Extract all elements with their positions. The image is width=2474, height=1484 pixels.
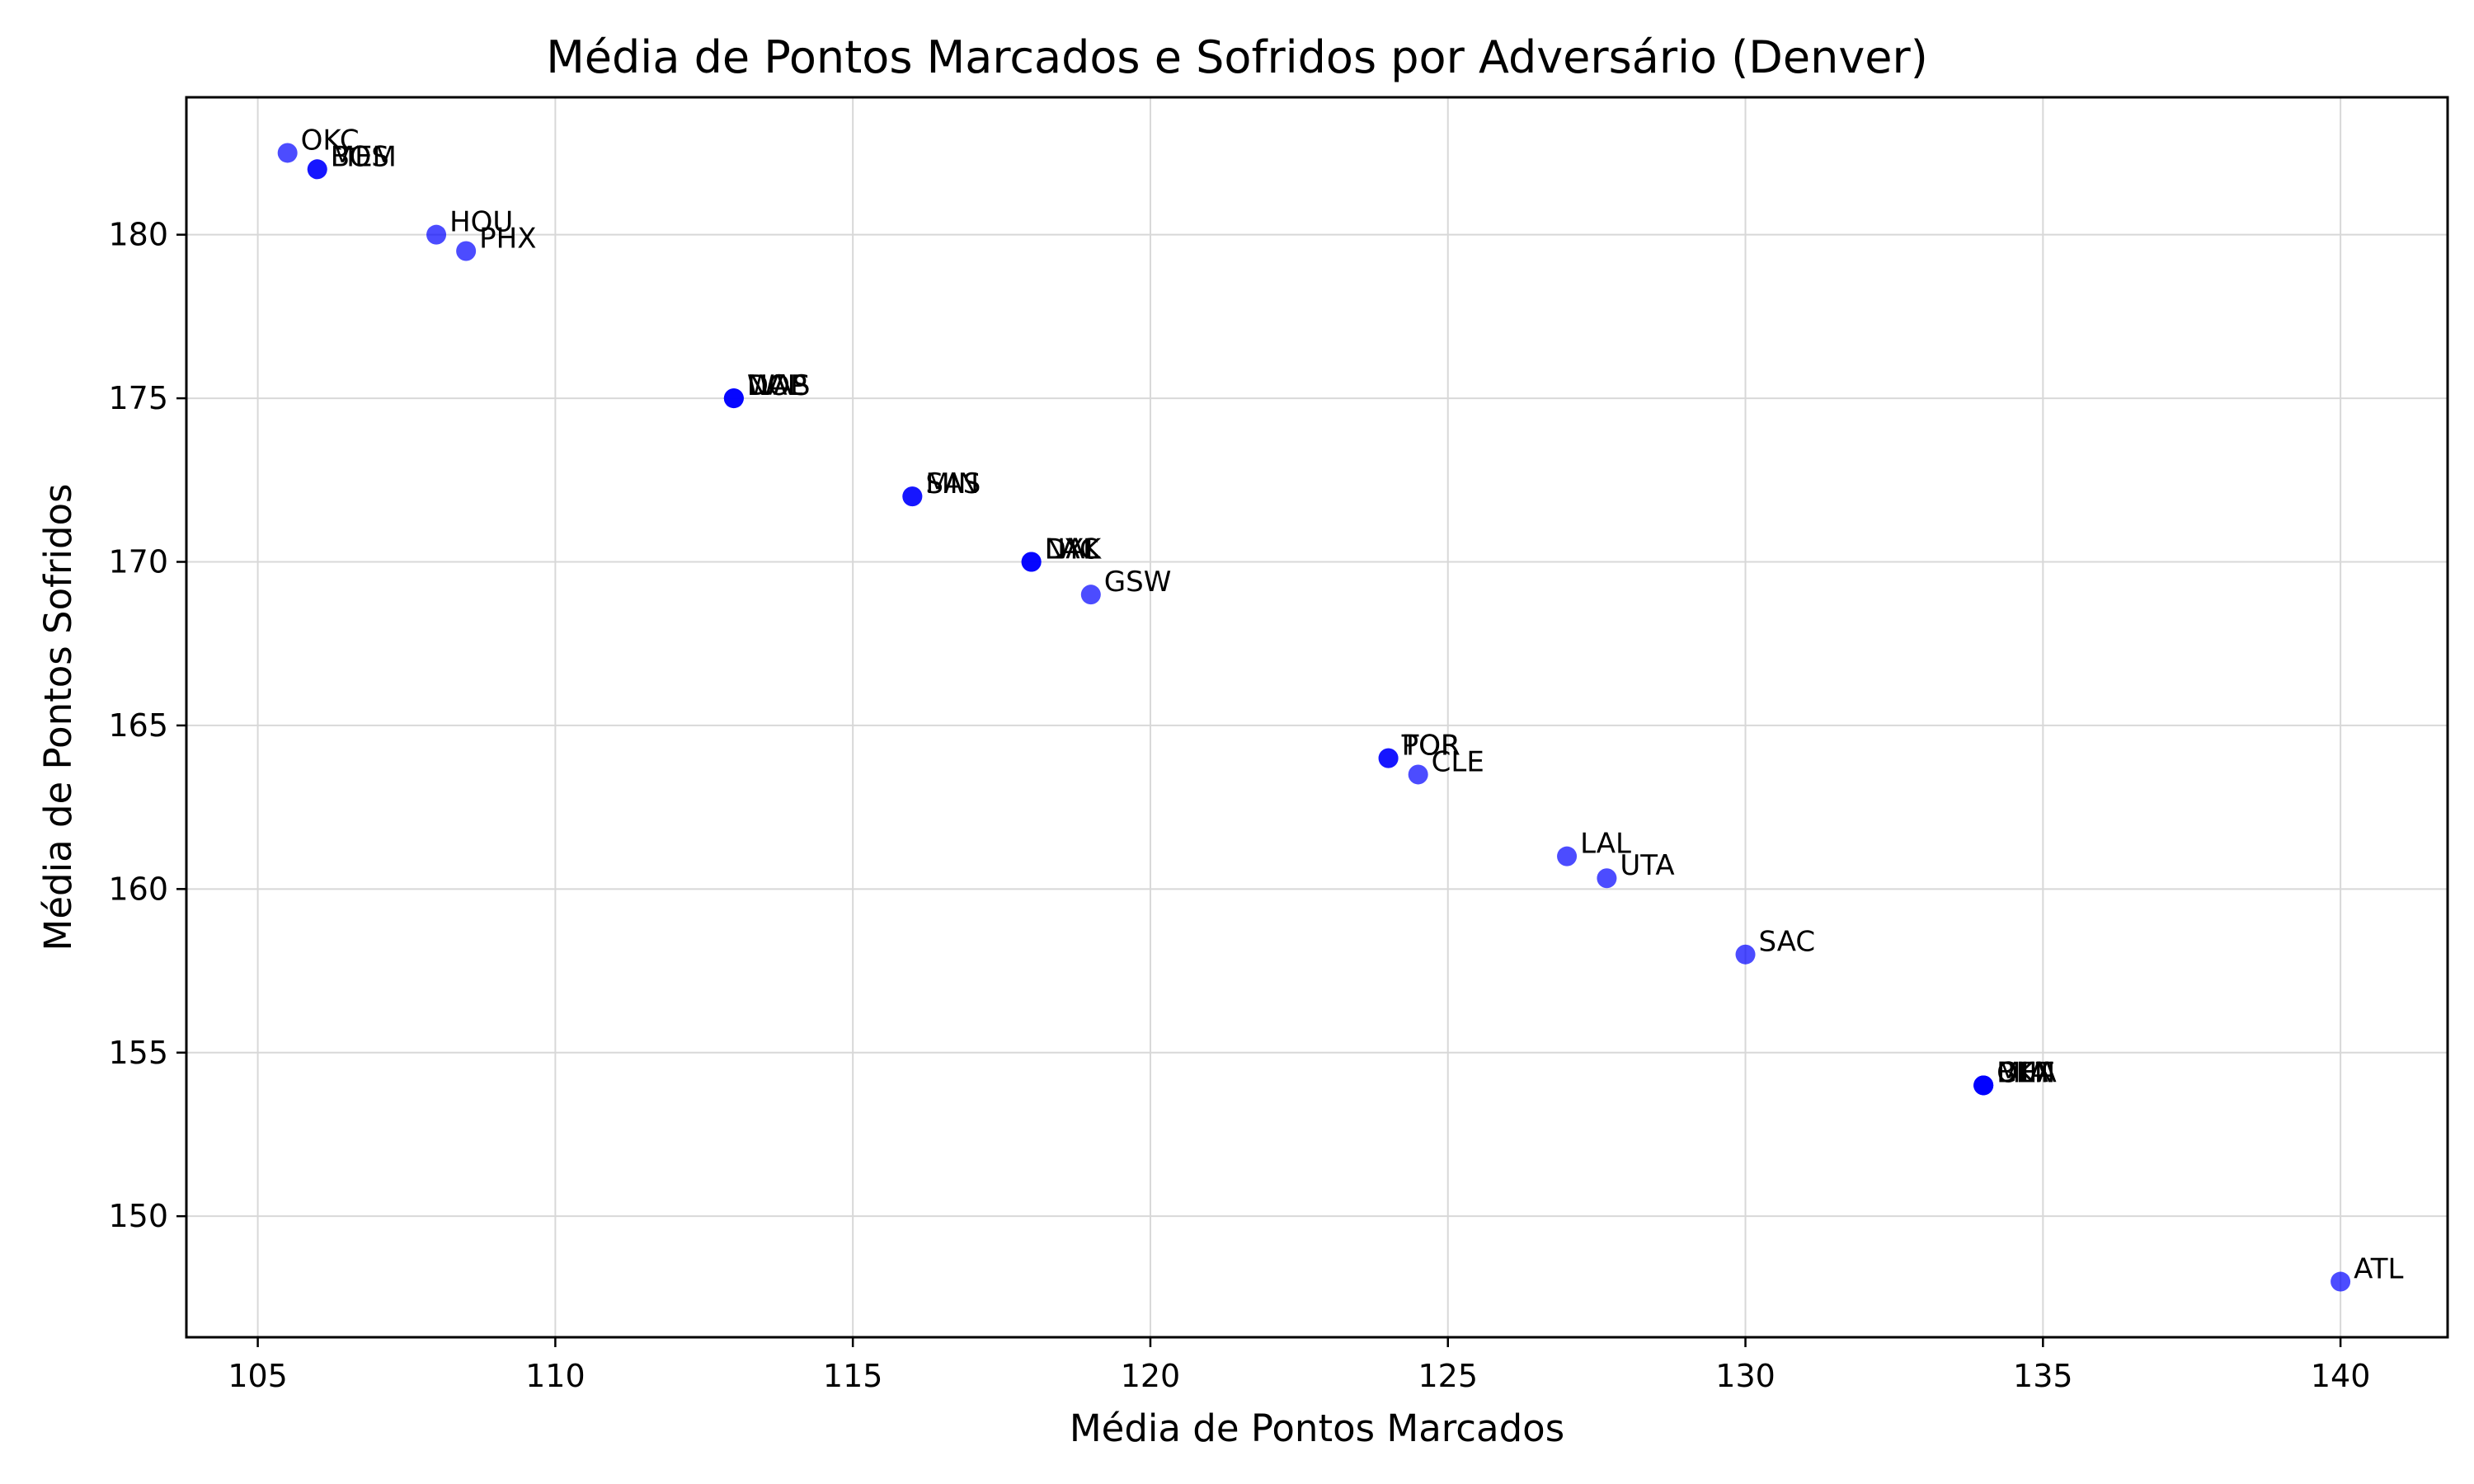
x-tick-label: 140 — [2311, 1358, 2371, 1394]
x-tick-label: 125 — [1418, 1358, 1478, 1394]
y-axis-ticks: 150 155 160 165 170 175 180 — [108, 217, 186, 1234]
point-label: ATL — [2354, 1253, 2403, 1286]
point-label: GSW — [1104, 566, 1172, 599]
x-tick-label: 130 — [1715, 1358, 1776, 1394]
scatter-point — [2331, 1271, 2351, 1292]
point-label: MEM — [331, 140, 397, 173]
point-labels-layer: OKCMEMBOSHOUPHXWASNOPDALMINSASLACNYKDALG… — [301, 124, 2404, 1285]
point-label: DAL — [1045, 533, 1101, 566]
y-tick-label: 160 — [108, 871, 168, 907]
scatter-point — [1735, 944, 1756, 965]
scatter-point — [1080, 585, 1101, 605]
point-label: SAS — [925, 467, 981, 500]
plot-frame — [185, 96, 2449, 1339]
point-label: PHX — [479, 223, 536, 256]
point-label: UTA — [1620, 849, 1674, 882]
x-axis-ticks: 105 110 115 120 125 130 135 140 — [228, 1337, 2370, 1394]
scatter-point — [1378, 748, 1399, 768]
points-layer — [277, 143, 2351, 1292]
scatter-point — [456, 241, 477, 261]
scatter-point — [1557, 846, 1578, 866]
point-label: LAC — [1045, 533, 1099, 566]
y-tick-label: 150 — [108, 1198, 168, 1234]
scatter-point — [1408, 764, 1428, 785]
point-label: NOP — [747, 369, 807, 402]
x-tick-label: 135 — [2013, 1358, 2073, 1394]
point-label: NYK — [1045, 533, 1103, 566]
y-axis-label: Média de Pontos Sofridos — [36, 483, 80, 951]
point-label: CLE — [1432, 745, 1484, 778]
point-label: OKC — [301, 124, 360, 157]
x-tick-label: 120 — [1121, 1358, 1181, 1394]
grid-layer — [186, 97, 2448, 1337]
x-axis-label: Média de Pontos Marcados — [1070, 1407, 1564, 1450]
x-tick-label: 110 — [525, 1358, 586, 1394]
scatter-point — [1597, 868, 1617, 889]
y-tick-label: 165 — [108, 707, 168, 744]
point-label: LAL — [1580, 828, 1631, 861]
point-label: POR — [1402, 730, 1460, 763]
point-label: SAC — [1759, 926, 1816, 959]
point-label: MIA — [1997, 1056, 2048, 1089]
scatter-point — [1973, 1075, 1994, 1096]
point-label: BOS — [331, 140, 389, 173]
point-label: TOR — [1401, 730, 1460, 763]
scatter-point — [307, 159, 327, 180]
scatter-point — [426, 224, 447, 245]
point-label: BKN — [1997, 1056, 2055, 1089]
scatter-point — [902, 486, 923, 507]
x-tick-label: 105 — [228, 1358, 288, 1394]
y-tick-label: 170 — [108, 544, 168, 580]
point-label: HOU — [449, 206, 513, 239]
y-tick-label: 175 — [108, 380, 168, 416]
y-tick-label: 155 — [108, 1035, 168, 1071]
point-label: DET — [1997, 1056, 2053, 1089]
point-label: CHA — [1997, 1056, 2057, 1089]
scatter-point — [1021, 552, 1042, 572]
chart-title: Média de Pontos Marcados e Sofridos por … — [546, 31, 1928, 83]
point-label: DAL — [747, 369, 803, 402]
point-label: WAS — [747, 369, 811, 402]
scatter-point — [277, 143, 298, 163]
scatter-point — [723, 388, 744, 409]
point-label: MIN — [925, 467, 979, 500]
y-tick-label: 180 — [108, 217, 168, 253]
x-tick-label: 115 — [823, 1358, 883, 1394]
